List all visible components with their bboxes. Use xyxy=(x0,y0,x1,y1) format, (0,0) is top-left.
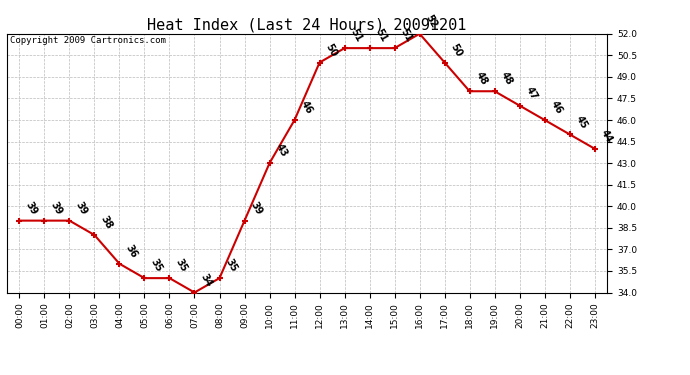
Text: 38: 38 xyxy=(99,214,114,231)
Text: 50: 50 xyxy=(324,42,339,58)
Text: Copyright 2009 Cartronics.com: Copyright 2009 Cartronics.com xyxy=(10,36,166,45)
Text: 48: 48 xyxy=(499,70,514,87)
Text: 50: 50 xyxy=(448,42,464,58)
Text: 35: 35 xyxy=(224,257,239,274)
Text: 46: 46 xyxy=(299,99,314,116)
Text: 35: 35 xyxy=(148,257,164,274)
Text: 51: 51 xyxy=(374,27,389,44)
Title: Heat Index (Last 24 Hours) 20091201: Heat Index (Last 24 Hours) 20091201 xyxy=(148,18,466,33)
Text: 34: 34 xyxy=(199,272,214,288)
Text: 44: 44 xyxy=(599,128,614,145)
Text: 39: 39 xyxy=(248,200,264,216)
Text: 46: 46 xyxy=(549,99,564,116)
Text: 39: 39 xyxy=(74,200,89,216)
Text: 39: 39 xyxy=(48,200,64,216)
Text: 51: 51 xyxy=(348,27,364,44)
Text: 45: 45 xyxy=(574,114,589,130)
Text: 51: 51 xyxy=(399,27,414,44)
Text: 36: 36 xyxy=(124,243,139,260)
Text: 35: 35 xyxy=(174,257,189,274)
Text: 39: 39 xyxy=(23,200,39,216)
Text: 43: 43 xyxy=(274,142,289,159)
Text: 48: 48 xyxy=(474,70,489,87)
Text: 47: 47 xyxy=(524,85,539,102)
Text: 52: 52 xyxy=(424,13,439,30)
